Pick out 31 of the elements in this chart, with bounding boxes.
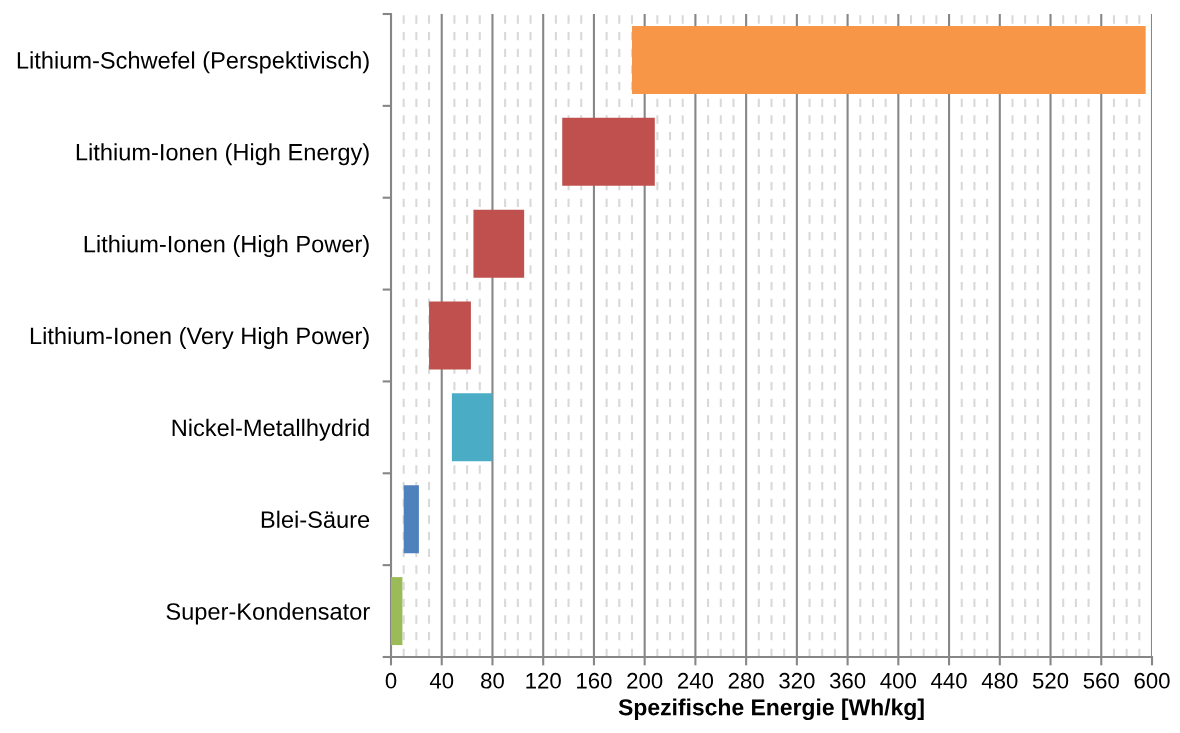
x-tick-label: 560: [1083, 672, 1119, 689]
y-tick-label: Lithium-Ionen (High Power): [84, 235, 369, 258]
x-tick-label: 240: [677, 672, 714, 689]
bar: [631, 25, 1146, 94]
bar: [403, 485, 419, 554]
x-tick-label: 280: [728, 672, 764, 689]
x-tick-label: 0: [385, 672, 397, 689]
x-tick-label: 360: [829, 672, 866, 689]
x-axis-title: Spezifische Energie [Wh/kg]: [618, 698, 924, 721]
x-tick-label: 600: [1134, 672, 1170, 689]
x-tick-label: 320: [779, 672, 815, 689]
x-tick-label: 80: [481, 672, 504, 689]
y-tick-label: Lithium-Ionen (Very High Power): [30, 326, 369, 349]
bar: [429, 301, 471, 370]
x-tick-label: 120: [526, 672, 561, 689]
x-tick-label: 200: [627, 672, 663, 689]
bar: [391, 577, 403, 646]
x-tick-label: 480: [981, 672, 1018, 689]
y-tick-label: Blei-Säure: [261, 510, 370, 528]
bar: [562, 117, 655, 186]
x-tick-label: 40: [429, 672, 454, 689]
x-tick-label: 440: [931, 672, 967, 689]
x-tick-label: 400: [880, 672, 916, 689]
y-tick-label: Super-Kondensator: [166, 602, 370, 625]
bar: [451, 393, 493, 462]
y-tick-label: Lithium-Schwefel (Perspektivisch): [17, 51, 369, 74]
bar: [473, 209, 525, 278]
y-tick-label: Lithium-Ionen (High Energy): [76, 143, 369, 166]
x-tick-label: 160: [577, 672, 612, 689]
y-tick-label: Nickel-Metallhydrid: [172, 418, 369, 441]
x-tick-label: 520: [1032, 672, 1069, 689]
